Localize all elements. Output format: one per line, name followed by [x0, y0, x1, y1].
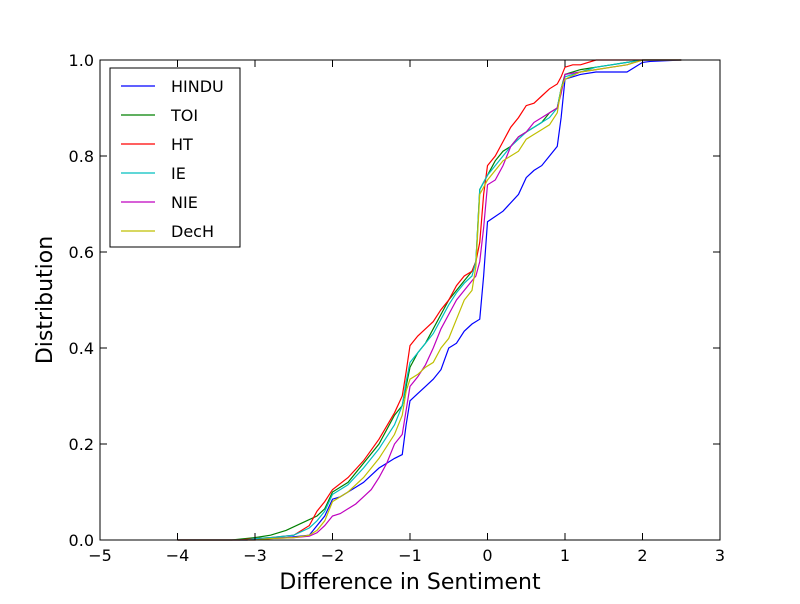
x-tick-label: 2 — [637, 546, 647, 565]
x-tick-label: −3 — [243, 546, 267, 565]
y-tick-label: 0.8 — [69, 147, 94, 166]
y-tick-label: 0.4 — [69, 339, 94, 358]
axis-ticks: −5 −4 −3 −2 −1 0 1 2 3 0.0 0.2 0.4 0.6 0.8 1.0 — [69, 51, 726, 565]
y-tick-label: 1.0 — [69, 51, 94, 70]
series-lines — [177, 59, 682, 541]
x-tick-label: −1 — [398, 546, 422, 565]
y-tick-label: 0.0 — [69, 531, 94, 550]
legend-label-ie: IE — [171, 164, 186, 183]
legend: HINDU TOI HT IE NIE DecH — [109, 67, 241, 248]
y-axis-label: Distribution — [33, 236, 58, 364]
y-tick-label: 0.6 — [69, 243, 94, 262]
legend-label-toi: TOI — [170, 106, 198, 125]
x-tick-label: −2 — [321, 546, 345, 565]
legend-label-nie: NIE — [171, 193, 198, 212]
x-tick-label: 0 — [482, 546, 492, 565]
x-axis-label: Difference in Sentiment — [279, 570, 541, 595]
x-tick-label: −4 — [166, 546, 190, 565]
x-tick-label: −5 — [88, 546, 112, 565]
x-tick-label: 1 — [560, 546, 570, 565]
series-line-dech — [177, 59, 682, 541]
legend-label-hindu: HINDU — [171, 77, 224, 96]
x-tick-label: 3 — [715, 546, 725, 565]
legend-box — [109, 67, 241, 248]
series-line-hindu — [177, 59, 682, 541]
legend-label-dech: DecH — [171, 222, 214, 241]
series-line-ht — [177, 59, 682, 541]
legend-label-ht: HT — [171, 135, 193, 154]
y-tick-label: 0.2 — [69, 435, 94, 454]
